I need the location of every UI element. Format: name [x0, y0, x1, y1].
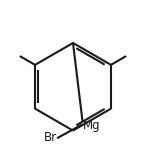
- Text: Br: Br: [44, 131, 57, 144]
- Text: Mg: Mg: [82, 119, 100, 132]
